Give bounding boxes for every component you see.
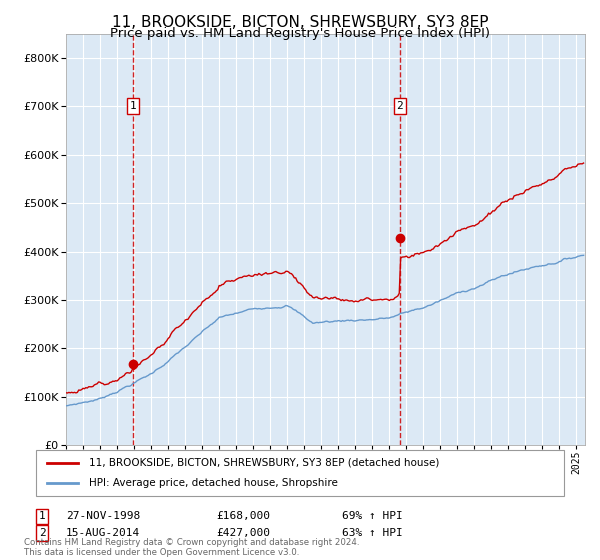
Text: 69% ↑ HPI: 69% ↑ HPI: [342, 511, 403, 521]
Text: 2: 2: [38, 528, 46, 538]
Text: 1: 1: [38, 511, 46, 521]
FancyBboxPatch shape: [36, 450, 564, 496]
Text: 27-NOV-1998: 27-NOV-1998: [66, 511, 140, 521]
Text: 63% ↑ HPI: 63% ↑ HPI: [342, 528, 403, 538]
Text: 2: 2: [397, 101, 403, 111]
Text: £168,000: £168,000: [216, 511, 270, 521]
Text: Price paid vs. HM Land Registry's House Price Index (HPI): Price paid vs. HM Land Registry's House …: [110, 27, 490, 40]
Text: £427,000: £427,000: [216, 528, 270, 538]
Text: 1: 1: [130, 101, 136, 111]
Text: HPI: Average price, detached house, Shropshire: HPI: Average price, detached house, Shro…: [89, 478, 338, 488]
Text: 11, BROOKSIDE, BICTON, SHREWSBURY, SY3 8EP (detached house): 11, BROOKSIDE, BICTON, SHREWSBURY, SY3 8…: [89, 458, 439, 468]
Text: Contains HM Land Registry data © Crown copyright and database right 2024.
This d: Contains HM Land Registry data © Crown c…: [24, 538, 359, 557]
Text: 15-AUG-2014: 15-AUG-2014: [66, 528, 140, 538]
Text: 11, BROOKSIDE, BICTON, SHREWSBURY, SY3 8EP: 11, BROOKSIDE, BICTON, SHREWSBURY, SY3 8…: [112, 15, 488, 30]
